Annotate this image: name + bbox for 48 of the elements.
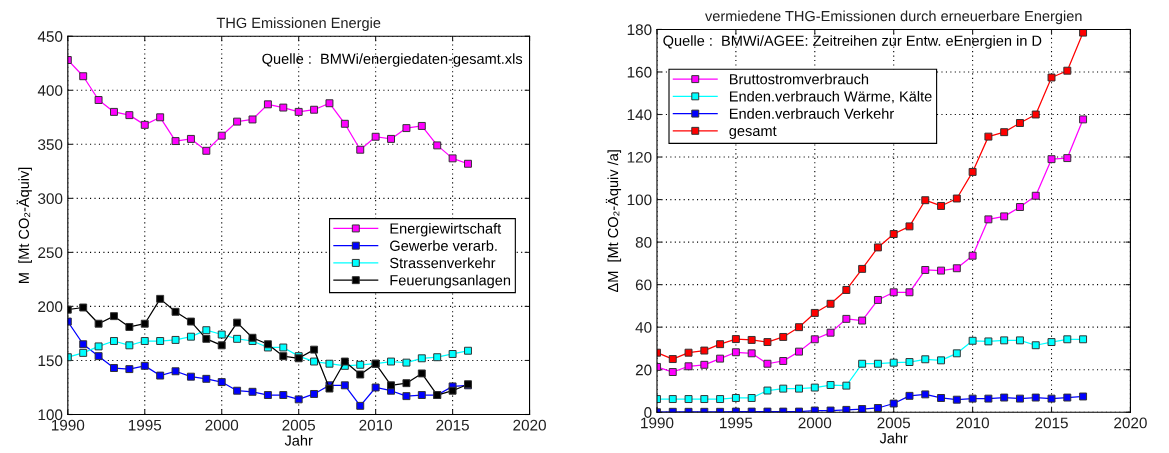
x-tick-label: 2005 bbox=[282, 419, 316, 431]
y-tick-label: 100 bbox=[38, 409, 63, 421]
legend-label: Energiewirtschaft bbox=[390, 222, 502, 237]
y-axis-title: ΔM [Mt CO₂-Äquiv /a] bbox=[605, 150, 622, 293]
y-tick-label: 120 bbox=[627, 151, 652, 163]
y-tick-label: 300 bbox=[38, 193, 63, 205]
x-tick-label: 2000 bbox=[205, 419, 239, 431]
x-tick-label: 2005 bbox=[877, 417, 911, 429]
x-tick-label: 1990 bbox=[641, 417, 674, 429]
y-tick-label: 60 bbox=[635, 279, 652, 291]
x-tick-label: 2010 bbox=[359, 419, 393, 431]
legend-label: Strassenverkehr bbox=[390, 257, 496, 269]
y-tick-label: 350 bbox=[38, 139, 63, 150]
legend-label: Gewerbe verarb. bbox=[390, 240, 497, 251]
y-tick-label: 180 bbox=[627, 24, 652, 36]
y-tick-label: 250 bbox=[38, 247, 63, 259]
x-tick-label: 1990 bbox=[51, 419, 85, 431]
annotation: Quelle : BMWi/AGEE: Zeitreihen zur Entw. eEnergien in D bbox=[663, 35, 1042, 49]
legend-label: Enden.verbrauch Verkehr bbox=[729, 108, 894, 119]
x-axis-title: Jahr bbox=[284, 434, 313, 446]
y-tick-label: 40 bbox=[635, 322, 652, 333]
legend-label: gesamt bbox=[729, 126, 777, 139]
y-tick-label: 100 bbox=[627, 194, 652, 206]
y-tick-label: 0 bbox=[644, 407, 652, 418]
chart-title: vermiedene THG-Emissionen durch erneuerbare Energien bbox=[705, 10, 1082, 25]
y-tick-label: 450 bbox=[37, 31, 63, 42]
y-tick-label: 200 bbox=[38, 301, 63, 313]
x-tick-label: 2010 bbox=[956, 417, 990, 429]
y-tick-label: 20 bbox=[635, 364, 652, 376]
y-tick-label: 400 bbox=[37, 85, 63, 96]
x-tick-label: 2000 bbox=[798, 417, 832, 429]
x-tick-label: 2020 bbox=[513, 419, 546, 431]
legend-label: Bruttostromverbrauch bbox=[729, 73, 869, 85]
x-tick-label: 2015 bbox=[1035, 417, 1068, 429]
x-tick-label: 1995 bbox=[128, 419, 162, 431]
annotation: Quelle : BMWi/energiedaten-gesamt.xls bbox=[262, 53, 523, 67]
legend-label: Enden.verbrauch Wärme, Kälte bbox=[729, 90, 932, 104]
y-tick-label: 140 bbox=[627, 109, 652, 121]
chart-title: THG Emissionen Energie bbox=[216, 17, 381, 31]
y-tick-label: 160 bbox=[627, 66, 652, 78]
y-axis-title: M [Mt CO₂-Äquiv] bbox=[16, 167, 32, 283]
x-tick-label: 1995 bbox=[720, 417, 753, 429]
y-tick-label: 150 bbox=[38, 355, 63, 367]
x-tick-label: 2015 bbox=[436, 419, 469, 431]
x-axis-title: Jahr bbox=[879, 432, 908, 444]
legend-label: Feuerungsanlagen bbox=[390, 274, 511, 289]
x-tick-label: 2020 bbox=[1114, 417, 1147, 429]
y-tick-label: 80 bbox=[635, 236, 652, 248]
